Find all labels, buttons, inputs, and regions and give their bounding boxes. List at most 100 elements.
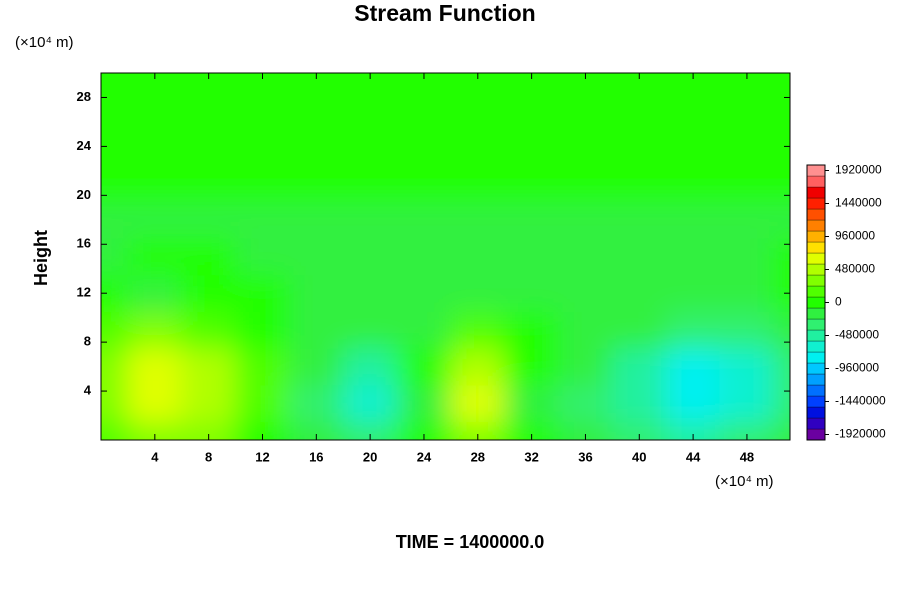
field-cell xyxy=(396,73,452,92)
field-cell xyxy=(558,200,613,239)
y-tick-label: 20 xyxy=(77,187,91,202)
field-cell xyxy=(127,164,183,202)
field-cell xyxy=(450,384,506,423)
x-tick-label: 4 xyxy=(151,449,159,464)
x-tick-label: 12 xyxy=(255,449,269,464)
field-cell xyxy=(235,164,290,202)
field-cell xyxy=(558,164,613,202)
field-cell xyxy=(773,421,790,440)
y-tick-label: 28 xyxy=(77,89,91,104)
field-cell xyxy=(288,200,344,239)
field-cell xyxy=(558,347,613,386)
field-cell xyxy=(396,384,452,423)
x-tick-label: 44 xyxy=(686,449,701,464)
field-cell xyxy=(396,164,452,202)
colorbar-band xyxy=(806,296,826,309)
field-cell xyxy=(665,347,721,386)
colorbar-band xyxy=(806,285,826,298)
field-cell xyxy=(101,73,129,92)
y-tick-label: 24 xyxy=(77,138,92,153)
colorbar-band xyxy=(806,395,826,408)
y-tick-label: 12 xyxy=(77,285,91,300)
field-cell xyxy=(504,347,560,386)
field-cell xyxy=(665,384,721,423)
field-cell xyxy=(396,274,452,313)
x-tick-label: 24 xyxy=(417,449,432,464)
field-cell xyxy=(504,274,560,313)
field-cell xyxy=(558,237,613,276)
x-tick-label: 40 xyxy=(632,449,646,464)
x-tick-label: 28 xyxy=(471,449,485,464)
field-cell xyxy=(396,127,452,166)
field-cell xyxy=(611,384,667,423)
field-cell xyxy=(235,127,290,166)
field-cell xyxy=(288,274,344,313)
field-cell xyxy=(396,237,452,276)
field-cell xyxy=(342,237,398,276)
field-cell xyxy=(235,384,290,423)
field-cell xyxy=(235,347,290,386)
colorbar-band xyxy=(806,340,826,353)
field-cell xyxy=(342,90,398,129)
field-cell xyxy=(558,73,613,92)
colorbar-band xyxy=(806,329,826,342)
field-cell xyxy=(719,311,775,349)
field-cell xyxy=(450,237,506,276)
field-cell xyxy=(235,200,290,239)
colorbar-band xyxy=(806,208,826,221)
field-cell xyxy=(101,347,129,386)
field-cell xyxy=(719,347,775,386)
colorbar-band xyxy=(806,241,826,254)
colorbar-band xyxy=(806,230,826,243)
field-cell xyxy=(719,90,775,129)
field-cell xyxy=(235,311,290,349)
field-cell xyxy=(773,164,790,202)
x-tick-label: 8 xyxy=(205,449,212,464)
field-cell xyxy=(450,274,506,313)
x-tick-label: 36 xyxy=(578,449,592,464)
field-cell xyxy=(719,384,775,423)
plot-frame xyxy=(100,72,791,441)
field-cell xyxy=(504,384,560,423)
field-cell xyxy=(181,237,237,276)
field-cell xyxy=(450,127,506,166)
field-cell xyxy=(288,347,344,386)
field-cell xyxy=(611,127,667,166)
field-cell xyxy=(504,90,560,129)
colorbar-band xyxy=(806,175,826,188)
field-cell xyxy=(101,421,129,440)
field-cell xyxy=(181,90,237,129)
field-cell xyxy=(611,274,667,313)
field-cell xyxy=(342,73,398,92)
field-cell xyxy=(450,90,506,129)
field-cell xyxy=(127,347,183,386)
field-cell xyxy=(127,200,183,239)
y-tick-label: 8 xyxy=(84,334,91,349)
field-cell xyxy=(611,347,667,386)
field-cell xyxy=(558,90,613,129)
field-cell xyxy=(288,73,344,92)
field-cell xyxy=(773,90,790,129)
field-cell xyxy=(719,164,775,202)
field-cell xyxy=(773,311,790,349)
colorbar-tick-label: 960000 xyxy=(835,229,875,243)
field-cell xyxy=(611,237,667,276)
field xyxy=(101,73,790,440)
field-cell xyxy=(611,90,667,129)
field-cell xyxy=(719,421,775,440)
field-cell xyxy=(558,274,613,313)
field-cell xyxy=(127,384,183,423)
field-cell xyxy=(288,164,344,202)
field-cell xyxy=(665,164,721,202)
field-cell xyxy=(773,384,790,423)
colorbar-tick-label: -480000 xyxy=(835,328,879,342)
field-cell xyxy=(181,311,237,349)
colorbar-tick-label: 1440000 xyxy=(835,196,882,210)
field-cell xyxy=(342,127,398,166)
colorbar-band xyxy=(806,351,826,364)
colorbar-tick-label: -1440000 xyxy=(835,394,886,408)
field-cell xyxy=(773,200,790,239)
field-cell xyxy=(611,164,667,202)
field-cell xyxy=(288,127,344,166)
